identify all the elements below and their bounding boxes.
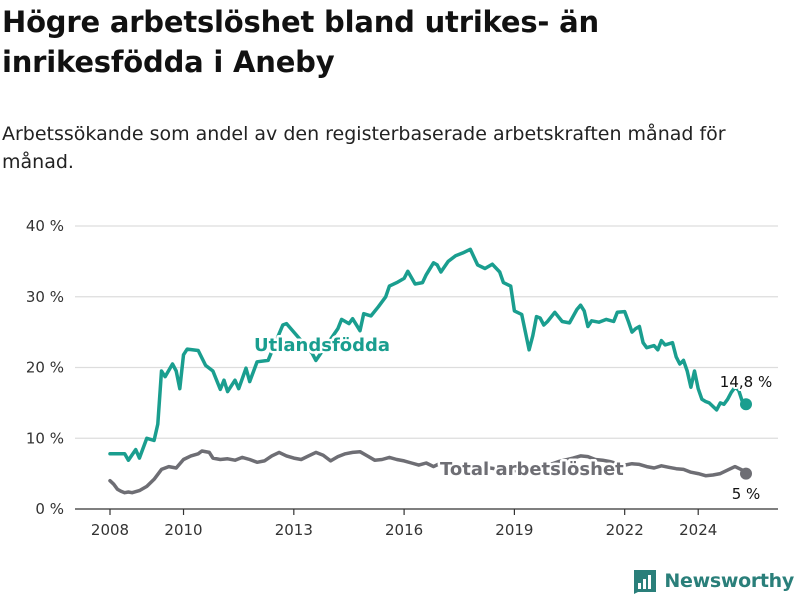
x-tick-label: 2013 (275, 521, 313, 539)
series-lines (108, 247, 752, 495)
x-tick-label: 2019 (495, 521, 533, 539)
x-tick-label: 2024 (679, 521, 717, 539)
end-marker-total (740, 467, 752, 480)
chart-title: Högre arbetslöshet bland utrikes- än inr… (2, 5, 599, 79)
series-line-total (108, 449, 748, 495)
y-tick-label: 20 % (26, 359, 64, 377)
newsworthy-brand[interactable]: Newsworthy (632, 568, 794, 594)
y-tick-label: 30 % (26, 288, 64, 306)
grid-lines: 0 % 10 % 20 % 30 % 40 % 2008 2010 2013 2016 2019 2… (26, 217, 778, 539)
series-labels: Utlandsfödda Total arbetslöshet 14,8 % 5… (252, 333, 775, 504)
newsworthy-logo-icon (634, 570, 657, 594)
x-tick-label: 2022 (606, 521, 644, 539)
end-value-total: 5 % (732, 485, 761, 503)
series-line-utlandsfodda (108, 247, 748, 462)
x-tick-label: 2008 (91, 521, 129, 539)
brand-name: Newsworthy (664, 570, 794, 592)
y-tick-label: 40 % (26, 217, 64, 235)
y-tick-label: 10 % (26, 429, 64, 447)
x-tick-label: 2016 (385, 521, 423, 539)
series-label-total: Total arbetslöshet (440, 459, 624, 480)
y-tick-label: 0 % (35, 500, 64, 518)
end-value-utlandsfodda: 14,8 % (720, 373, 772, 391)
end-marker-utlandsfodda (740, 398, 752, 411)
x-tick-label: 2010 (164, 521, 202, 539)
series-label-utlandsfodda: Utlandsfödda (254, 335, 390, 356)
chart-subtitle: Arbetssökande som andel av den registerb… (2, 123, 726, 173)
